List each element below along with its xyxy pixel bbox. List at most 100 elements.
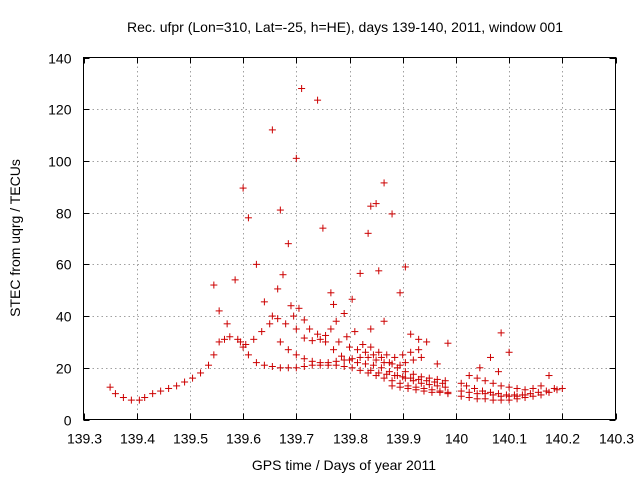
- x-tick-label: 139.3: [67, 431, 102, 447]
- data-point: [529, 384, 537, 392]
- data-point: [322, 338, 330, 346]
- y-tick-label: 0: [64, 413, 72, 429]
- data-point: [444, 390, 452, 398]
- data-point: [348, 355, 356, 363]
- data-point: [157, 387, 165, 395]
- data-point: [417, 379, 425, 387]
- data-point: [471, 384, 479, 392]
- data-point: [489, 391, 497, 399]
- data-point: [425, 381, 433, 389]
- data-point: [513, 392, 521, 400]
- data-point: [327, 289, 335, 297]
- data-point: [356, 269, 364, 277]
- data-point: [399, 373, 407, 381]
- data-point: [268, 312, 276, 320]
- data-point: [529, 392, 537, 400]
- data-point: [383, 351, 391, 359]
- data-point: [260, 298, 268, 306]
- data-point: [300, 362, 308, 370]
- data-point: [244, 214, 252, 222]
- data-points: [106, 85, 566, 404]
- data-point: [558, 384, 566, 392]
- data-point: [372, 356, 380, 364]
- data-point: [181, 378, 189, 386]
- data-point: [340, 362, 348, 370]
- data-point: [340, 356, 348, 364]
- data-point: [282, 320, 290, 328]
- x-tick-label: 140: [445, 431, 469, 447]
- data-point: [505, 383, 513, 391]
- x-tick-label: 140.2: [545, 431, 580, 447]
- data-point: [359, 341, 367, 349]
- data-point: [119, 394, 127, 402]
- data-point: [319, 224, 327, 232]
- data-point: [284, 240, 292, 248]
- y-tick-label: 40: [56, 309, 72, 325]
- data-point: [407, 374, 415, 382]
- data-point: [335, 338, 343, 346]
- data-point: [284, 346, 292, 354]
- data-point: [497, 329, 505, 337]
- data-point: [473, 390, 481, 398]
- data-point: [388, 382, 396, 390]
- data-point: [356, 366, 364, 374]
- data-point: [327, 325, 335, 333]
- data-point: [476, 364, 484, 372]
- data-point: [292, 351, 300, 359]
- x-tick-label: 139.8: [333, 431, 368, 447]
- data-point: [486, 353, 494, 361]
- data-point: [173, 382, 181, 390]
- x-tick-label: 139.6: [226, 431, 261, 447]
- data-point: [244, 351, 252, 359]
- data-point: [375, 267, 383, 275]
- data-point: [268, 126, 276, 134]
- data-point: [545, 388, 553, 396]
- data-point: [364, 229, 372, 237]
- data-point: [308, 357, 316, 365]
- data-point: [505, 392, 513, 400]
- data-point: [375, 369, 383, 377]
- y-tick-label: 20: [56, 361, 72, 377]
- data-point: [401, 368, 409, 376]
- data-point: [407, 348, 415, 356]
- data-point: [401, 359, 409, 367]
- data-point: [226, 333, 234, 341]
- data-point: [481, 377, 489, 385]
- x-tick-label: 139.7: [279, 431, 314, 447]
- data-point: [383, 370, 391, 378]
- data-point: [252, 260, 260, 268]
- data-point: [220, 335, 228, 343]
- data-point: [292, 325, 300, 333]
- data-point: [290, 312, 298, 320]
- data-point: [473, 374, 481, 382]
- data-point: [433, 382, 441, 390]
- data-point: [231, 276, 239, 284]
- data-point: [276, 364, 284, 372]
- data-point: [332, 357, 340, 365]
- data-point: [135, 396, 143, 404]
- data-point: [372, 200, 380, 208]
- data-point: [545, 372, 553, 380]
- data-point: [417, 353, 425, 361]
- data-point: [205, 361, 213, 369]
- data-point: [348, 295, 356, 303]
- data-point: [380, 179, 388, 187]
- data-point: [322, 331, 330, 339]
- data-point: [300, 316, 308, 324]
- data-point: [300, 355, 308, 363]
- data-point: [292, 364, 300, 372]
- data-point: [276, 338, 284, 346]
- data-point: [316, 359, 324, 367]
- data-point: [268, 362, 276, 370]
- data-point: [377, 353, 385, 361]
- data-point: [274, 315, 282, 323]
- data-point: [369, 351, 377, 359]
- data-point: [324, 359, 332, 367]
- data-point: [314, 96, 322, 104]
- data-point: [369, 361, 377, 369]
- data-point: [513, 384, 521, 392]
- x-tick-label: 139.9: [386, 431, 421, 447]
- data-point: [423, 377, 431, 385]
- x-tick-label: 139.5: [173, 431, 208, 447]
- data-point: [396, 383, 404, 391]
